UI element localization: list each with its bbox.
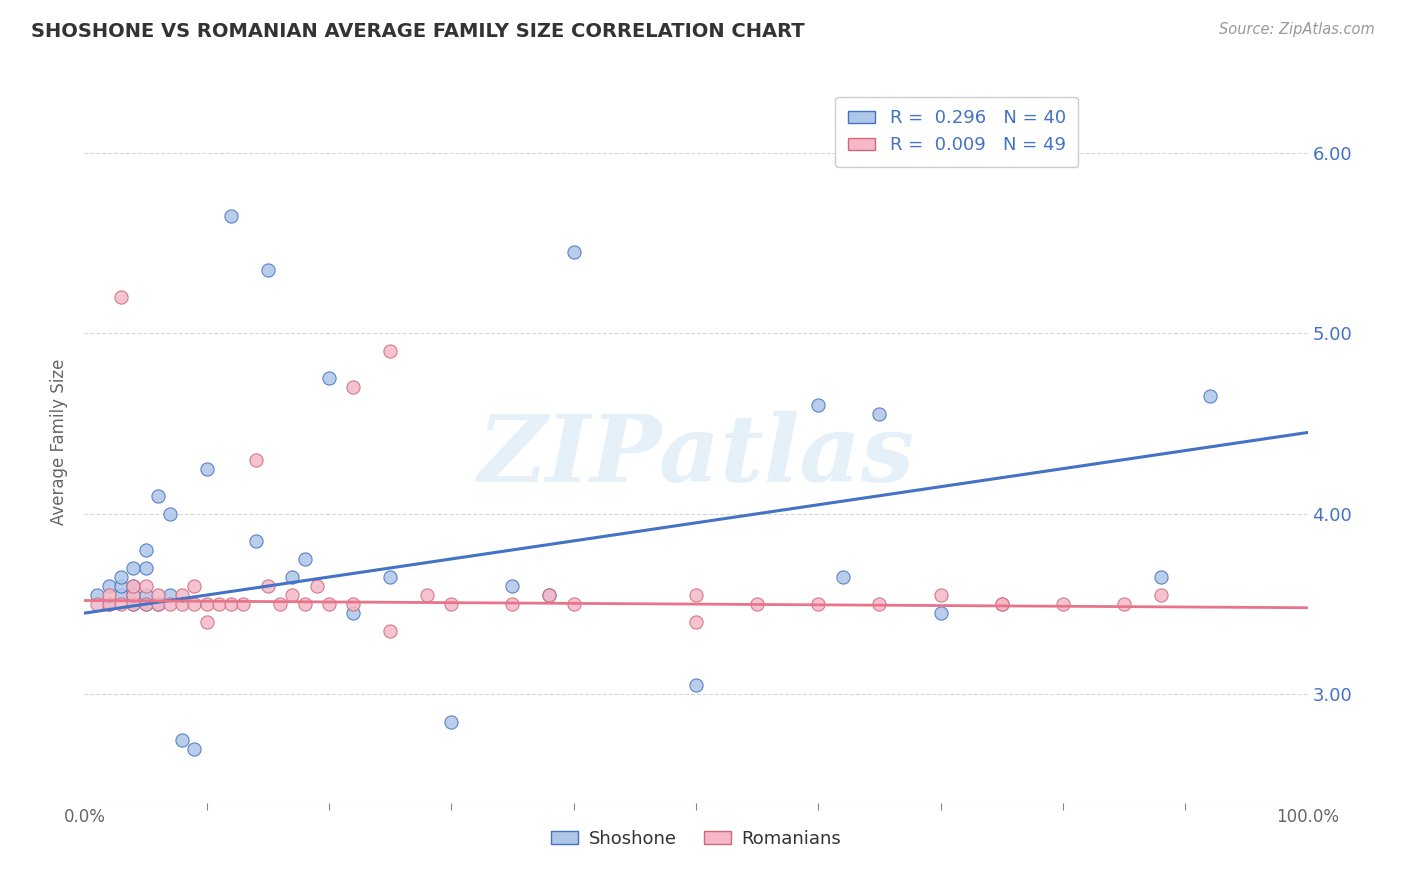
Point [86, 588, 108, 602]
Point [929, 606, 952, 620]
Point [135, 579, 157, 593]
Point [1198, 389, 1220, 403]
Point [135, 597, 157, 611]
Point [195, 597, 218, 611]
Point [172, 597, 194, 611]
Point [538, 588, 561, 602]
Point [318, 597, 340, 611]
Point [562, 597, 585, 611]
Point [122, 597, 145, 611]
Point [122, 588, 145, 602]
Point [110, 597, 132, 611]
Point [502, 597, 524, 611]
Point [991, 597, 1014, 611]
Point [146, 588, 169, 602]
Point [146, 489, 169, 503]
Point [869, 408, 891, 422]
Point [146, 597, 169, 611]
Point [159, 597, 181, 611]
Point [562, 244, 585, 259]
Point [342, 380, 364, 394]
Point [122, 588, 145, 602]
Point [538, 588, 561, 602]
Point [1114, 597, 1136, 611]
Point [281, 570, 304, 584]
Point [807, 597, 830, 611]
Y-axis label: Average Family Size: Average Family Size [51, 359, 69, 524]
Point [135, 542, 157, 557]
Point [172, 732, 194, 747]
Point [305, 579, 328, 593]
Point [208, 597, 231, 611]
Point [146, 597, 169, 611]
Point [869, 597, 891, 611]
Point [257, 579, 280, 593]
Point [135, 597, 157, 611]
Point [257, 263, 280, 277]
Point [380, 570, 402, 584]
Point [440, 597, 463, 611]
Point [110, 579, 132, 593]
Point [380, 344, 402, 359]
Point [219, 209, 242, 223]
Point [831, 570, 853, 584]
Point [294, 552, 316, 566]
Text: SHOSHONE VS ROMANIAN AVERAGE FAMILY SIZE CORRELATION CHART: SHOSHONE VS ROMANIAN AVERAGE FAMILY SIZE… [31, 22, 804, 41]
Point [245, 452, 267, 467]
Point [135, 561, 157, 575]
Point [502, 579, 524, 593]
Point [183, 597, 205, 611]
Point [110, 570, 132, 584]
Point [183, 579, 205, 593]
Point [380, 624, 402, 639]
Point [122, 579, 145, 593]
Point [183, 741, 205, 756]
Point [440, 714, 463, 729]
Point [195, 461, 218, 475]
Point [122, 561, 145, 575]
Point [342, 597, 364, 611]
Point [97, 597, 120, 611]
Point [110, 588, 132, 602]
Point [929, 588, 952, 602]
Point [159, 507, 181, 521]
Point [122, 597, 145, 611]
Point [269, 597, 291, 611]
Point [342, 606, 364, 620]
Point [245, 533, 267, 548]
Point [1150, 570, 1173, 584]
Point [1150, 588, 1173, 602]
Point [807, 398, 830, 412]
Point [195, 615, 218, 630]
Text: Source: ZipAtlas.com: Source: ZipAtlas.com [1219, 22, 1375, 37]
Point [232, 597, 254, 611]
Text: ZIPatlas: ZIPatlas [478, 411, 914, 501]
Point [86, 597, 108, 611]
Point [122, 579, 145, 593]
Point [97, 597, 120, 611]
Point [172, 588, 194, 602]
Point [991, 597, 1014, 611]
Point [294, 597, 316, 611]
Point [747, 597, 769, 611]
Point [685, 588, 707, 602]
Point [1052, 597, 1074, 611]
Point [685, 678, 707, 692]
Point [685, 615, 707, 630]
Point [110, 290, 132, 304]
Point [159, 588, 181, 602]
Point [318, 371, 340, 385]
Point [135, 588, 157, 602]
Point [281, 588, 304, 602]
Point [97, 579, 120, 593]
Point [97, 588, 120, 602]
Point [416, 588, 439, 602]
Legend: Shoshone, Romanians: Shoshone, Romanians [543, 822, 849, 855]
Point [219, 597, 242, 611]
